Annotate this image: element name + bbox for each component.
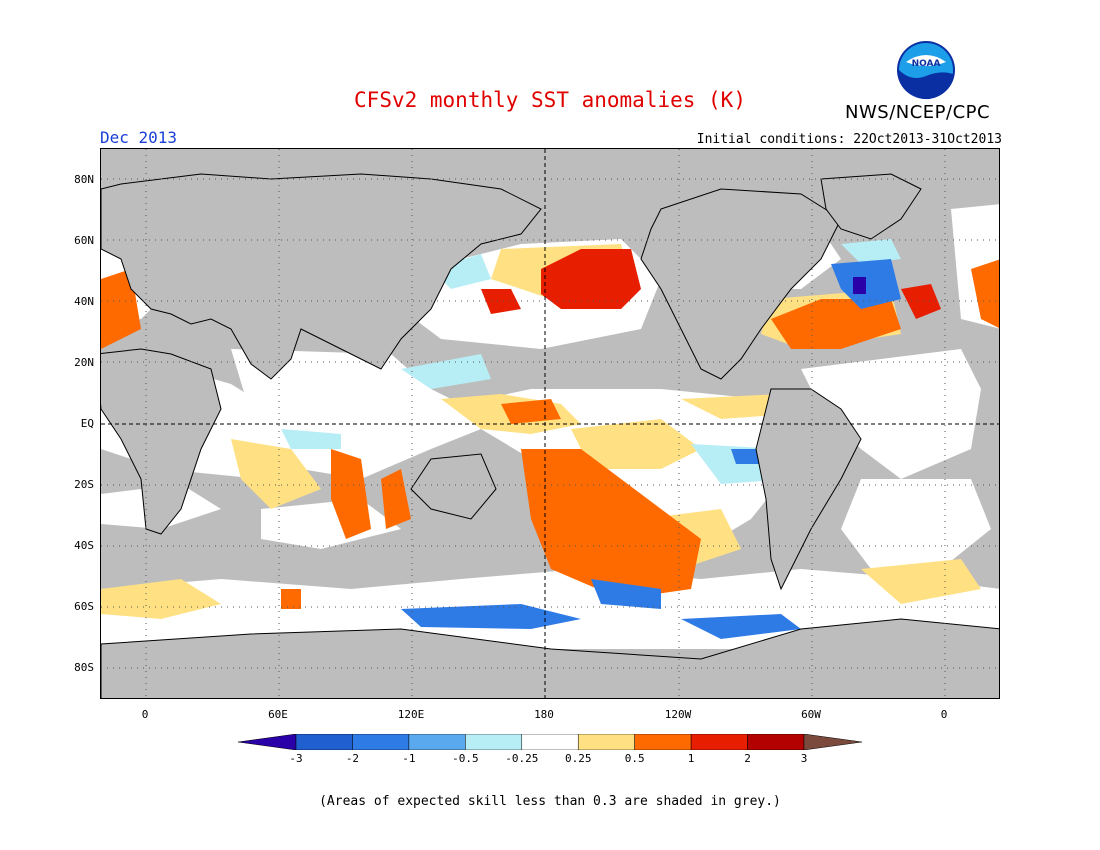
lat-label: 20S <box>74 478 94 491</box>
colorbar-box <box>634 734 692 750</box>
colorbar-box <box>408 734 466 750</box>
lat-label: 20N <box>74 356 94 369</box>
colorbar-box <box>577 734 635 750</box>
colorbar-tick-label: -1 <box>402 752 416 765</box>
lat-label: EQ <box>80 417 94 430</box>
svg-text:NOAA: NOAA <box>912 59 941 69</box>
colorbar-tick-label: 0.25 <box>564 752 592 765</box>
moderate-cold-regions <box>401 259 901 639</box>
equator-dateline <box>101 149 999 698</box>
colorbar-tick-label: 0.5 <box>624 752 645 765</box>
initial-conditions: Initial conditions: 22Oct2013-31Oct2013 <box>696 132 1002 147</box>
lat-label: 80S <box>74 661 94 674</box>
colorbar-tick-label: 1 <box>687 752 695 765</box>
colorbar-tick-label: -0.25 <box>505 752 539 765</box>
colorbar-tick-label: -0.5 <box>452 752 479 765</box>
strong-warm-regions <box>481 249 941 319</box>
colorbar-box <box>465 734 523 750</box>
lon-label: 180 <box>534 708 554 721</box>
lon-label: 120W <box>664 708 692 721</box>
lon-label: 60E <box>268 708 288 721</box>
lat-label: 60S <box>74 600 94 613</box>
sst-anomaly-map <box>100 148 1000 699</box>
colorbar <box>238 734 862 750</box>
skill-footnote: (Areas of expected skill less than 0.3 a… <box>319 794 781 809</box>
colorbar-box <box>521 734 579 750</box>
colorbar-tick-label: 2 <box>744 752 751 765</box>
lon-label: 60W <box>801 708 821 721</box>
lat-label: 40N <box>74 295 94 308</box>
graticule <box>101 149 999 698</box>
lon-label: 0 <box>141 708 149 721</box>
agency-label: NWS/NCEP/CPC <box>845 102 991 123</box>
colorbar-tick-label: -3 <box>289 752 303 765</box>
lon-label: 0 <box>940 708 948 721</box>
colorbar-box <box>352 734 410 750</box>
lat-label: 80N <box>74 173 94 186</box>
colorbar-tick-label: -2 <box>345 752 360 765</box>
colorbar-high-arrow <box>803 734 862 750</box>
map-canvas <box>101 149 999 698</box>
colorbar-low-arrow <box>238 734 297 750</box>
continents <box>101 173 999 698</box>
colorbar-tick-label: 3 <box>800 752 808 765</box>
lat-label: 60N <box>74 234 94 247</box>
colorbar-box <box>295 734 353 750</box>
lat-label: 40S <box>74 539 94 552</box>
noaa-logo: NOAA <box>897 41 955 100</box>
colorbar-box <box>747 734 805 750</box>
colorbar-box <box>690 734 748 750</box>
lon-label: 120E <box>397 708 425 721</box>
map-title: CFSv2 monthly SST anomalies (K) <box>354 88 746 112</box>
valid-month: Dec 2013 <box>100 128 178 147</box>
